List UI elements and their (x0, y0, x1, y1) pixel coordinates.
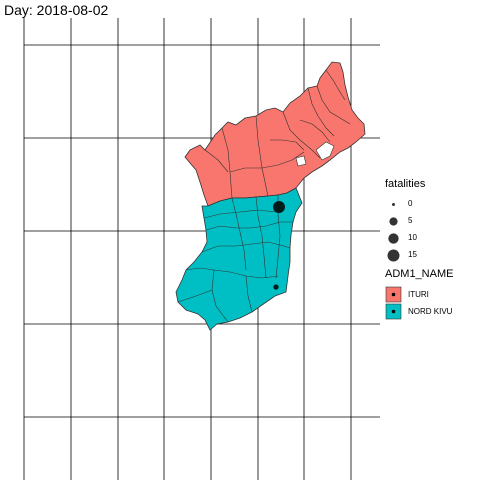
district-border (231, 197, 247, 271)
size-legend-label: 15 (408, 250, 417, 259)
fill-legend (385, 286, 402, 320)
lake (315, 141, 335, 161)
map-title: Day: 2018-08-02 (4, 2, 109, 18)
district-border (245, 275, 253, 313)
fill-legend-title: ADM1_NAME (385, 268, 454, 280)
district-border (185, 267, 279, 279)
district-border (299, 119, 331, 143)
district-border (177, 289, 213, 303)
district-border (201, 241, 291, 253)
lake (295, 155, 307, 167)
size-legend-label: 5 (408, 216, 413, 225)
size-legend (385, 196, 402, 264)
size-legend-title: fatalities (385, 178, 426, 190)
size-key-dot (387, 249, 400, 262)
district-border (205, 221, 293, 231)
fill-key-dot (391, 292, 396, 297)
size-legend-label: 10 (408, 233, 417, 242)
district-border (282, 111, 321, 159)
district-border (255, 196, 267, 279)
district-border (255, 115, 269, 197)
size-key-dot (389, 217, 398, 226)
grid-lines (23, 18, 380, 480)
district-borders (177, 69, 351, 323)
fatality-point (273, 284, 279, 290)
fatality-point (273, 201, 285, 213)
district-border (211, 269, 229, 323)
district-border (229, 151, 305, 173)
district-border (307, 87, 335, 137)
size-legend-label: 0 (408, 199, 413, 208)
size-key-dot (388, 233, 399, 244)
district-border (270, 139, 305, 151)
region-ituri (184, 61, 366, 207)
size-key-dot (392, 203, 395, 206)
district-border (325, 69, 346, 101)
fill-key-dot (391, 309, 396, 314)
district-border (204, 149, 229, 173)
fill-legend-label-nord-kivu: NORD KIVU (408, 307, 453, 316)
district-border (221, 127, 233, 199)
district-border (203, 209, 277, 219)
district-border (316, 85, 351, 125)
fill-legend-label-ituri: ITURI (408, 290, 429, 299)
region-nord-kivu (175, 187, 303, 331)
